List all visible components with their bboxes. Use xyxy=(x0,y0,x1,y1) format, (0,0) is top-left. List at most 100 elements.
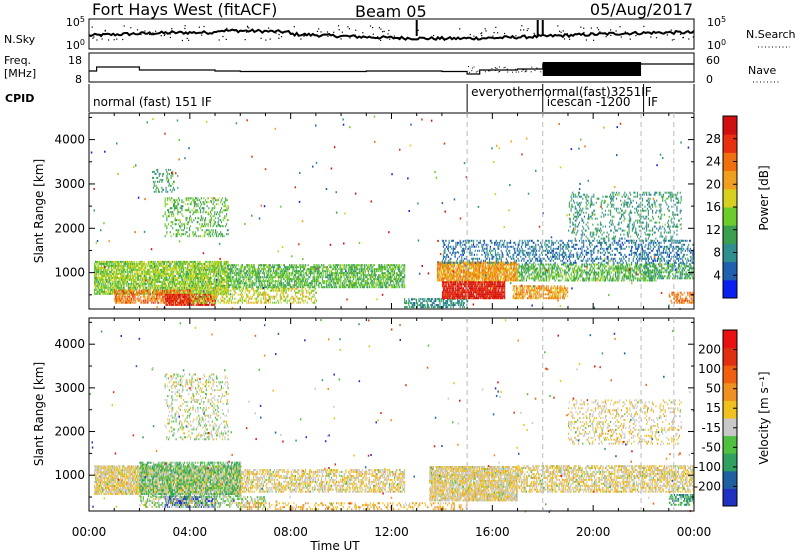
heatmap-cell xyxy=(258,282,260,285)
heatmap-cell xyxy=(403,266,405,269)
heatmap-cell xyxy=(394,278,397,281)
heatmap-cell xyxy=(366,284,368,287)
heatmap-cell xyxy=(131,266,133,269)
heatmap-cell xyxy=(221,299,223,302)
heatmap-cell xyxy=(328,276,330,279)
heatmap-cell xyxy=(269,270,271,273)
heatmap-cell xyxy=(199,262,202,265)
heatmap-cell xyxy=(120,301,123,304)
heatmap-cell xyxy=(221,287,223,290)
heatmap-cell xyxy=(196,297,198,300)
heatmap-cell xyxy=(227,301,229,304)
heatmap-cell xyxy=(195,293,197,296)
heatmap-cell xyxy=(328,282,330,285)
heatmap-cell xyxy=(121,270,123,273)
heatmap-cell xyxy=(271,286,273,289)
heatmap-cell xyxy=(163,280,165,283)
heatmap-cell xyxy=(331,266,333,269)
heatmap-cell xyxy=(312,266,314,269)
heatmap-cell xyxy=(366,282,368,285)
heatmap-cell xyxy=(379,274,381,277)
heatmap-cell xyxy=(215,284,218,287)
heatmap-cell xyxy=(146,272,148,275)
heatmap-cell xyxy=(289,278,291,281)
heatmap-cell xyxy=(205,266,207,269)
heatmap-cell xyxy=(149,270,151,273)
nave-dot xyxy=(477,70,479,72)
heatmap-cell xyxy=(358,270,360,273)
heatmap-cell xyxy=(222,270,224,273)
heatmap-cell xyxy=(104,288,106,291)
heatmap-cell xyxy=(405,300,407,303)
heatmap-cell xyxy=(216,289,218,292)
heatmap-cell xyxy=(145,266,147,269)
heatmap-cell xyxy=(227,266,229,269)
heatmap-cell xyxy=(253,282,255,285)
heatmap-cell xyxy=(195,272,197,275)
heatmap-cell xyxy=(154,299,156,302)
heatmap-cell xyxy=(292,278,294,281)
heatmap-cell xyxy=(190,272,192,275)
nave-tick-bottom: 0 xyxy=(706,73,713,86)
heatmap-cell xyxy=(261,264,263,267)
heatmap-cell xyxy=(193,262,195,265)
heatmap-cell xyxy=(314,278,316,281)
heatmap-cell xyxy=(119,291,121,294)
heatmap-cell xyxy=(179,303,181,306)
heatmap-cell xyxy=(211,297,213,300)
heatmap-cell xyxy=(289,272,291,275)
heatmap-cell xyxy=(134,266,136,269)
heatmap-cell xyxy=(162,268,165,271)
heatmap-cell xyxy=(225,293,227,296)
heatmap-cell xyxy=(182,295,184,298)
heatmap-cell xyxy=(267,284,269,287)
heatmap-cell xyxy=(180,288,182,291)
heatmap-cell xyxy=(182,290,184,293)
nave-dot xyxy=(531,66,533,68)
heatmap-cell xyxy=(213,262,215,265)
heatmap-cell xyxy=(268,280,270,283)
heatmap-cell xyxy=(152,270,154,273)
heatmap-cell xyxy=(218,282,220,285)
heatmap-cell xyxy=(392,264,394,267)
heatmap-cell xyxy=(246,286,248,289)
heatmap-cell xyxy=(361,282,363,285)
heatmap-cell xyxy=(189,278,191,281)
heatmap-cell xyxy=(194,297,196,300)
heatmap-cell xyxy=(320,282,322,285)
heatmap-cell xyxy=(336,276,338,279)
heatmap-cell xyxy=(214,268,216,271)
heatmap-cell xyxy=(368,274,370,277)
heatmap-cell xyxy=(252,272,255,275)
heatmap-cell xyxy=(218,272,220,275)
heatmap-cell xyxy=(342,286,344,289)
heatmap-cell xyxy=(252,282,254,285)
heatmap-cell xyxy=(387,276,389,279)
heatmap-cell xyxy=(147,301,149,304)
heatmap-cell xyxy=(176,272,178,275)
heatmap-cell xyxy=(130,262,132,265)
heatmap-cell xyxy=(289,266,291,269)
heatmap-cell xyxy=(367,278,369,281)
heatmap-cell xyxy=(399,272,401,275)
heatmap-cell xyxy=(142,276,144,279)
heatmap-cell xyxy=(270,289,272,292)
heatmap-cell xyxy=(189,280,191,283)
heatmap-cell xyxy=(210,295,212,298)
heatmap-cell xyxy=(257,295,259,298)
heatmap-cell xyxy=(317,280,319,283)
heatmap-cell xyxy=(104,286,106,289)
heatmap-cell xyxy=(351,266,353,269)
heatmap-cell xyxy=(180,268,182,271)
heatmap-cell xyxy=(257,274,259,277)
heatmap-cell xyxy=(163,293,165,296)
heatmap-cell xyxy=(152,278,154,281)
heatmap-cell xyxy=(268,264,270,267)
nsky-dot xyxy=(130,27,132,29)
heatmap-cell xyxy=(212,299,214,302)
heatmap-cell xyxy=(277,276,279,279)
heatmap-cell xyxy=(133,286,135,289)
heatmap-cell xyxy=(247,264,249,267)
heatmap-cell xyxy=(214,299,216,302)
heatmap-cell xyxy=(351,264,353,267)
